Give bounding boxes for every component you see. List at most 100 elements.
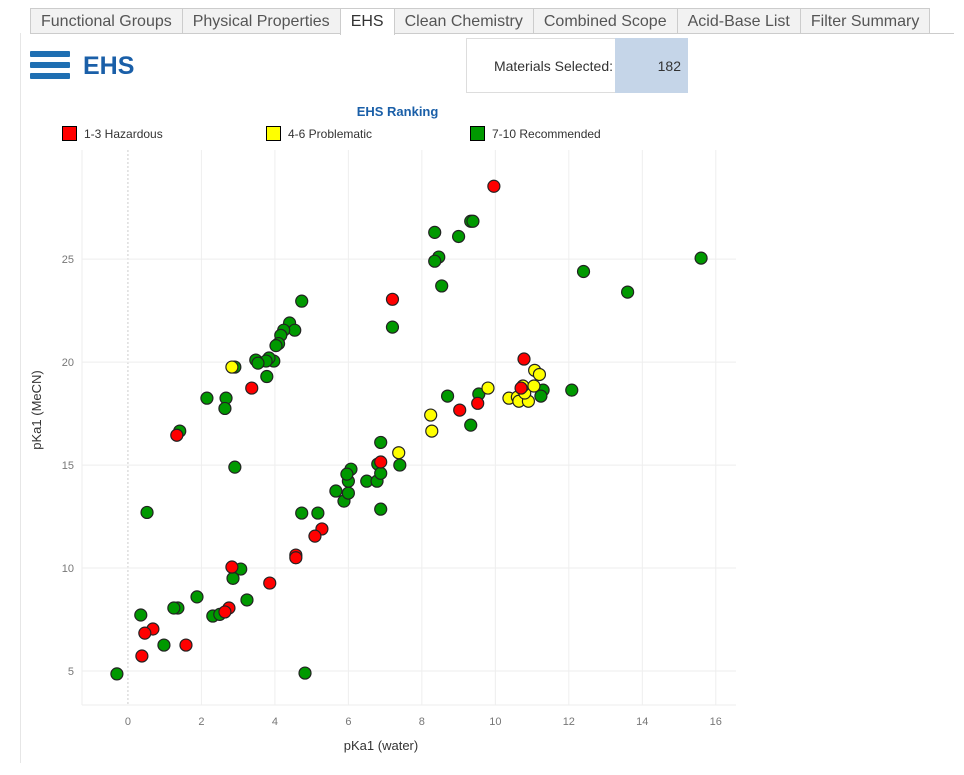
data-point[interactable]: [393, 458, 407, 472]
tab-physical-properties[interactable]: Physical Properties: [181, 8, 341, 33]
data-point[interactable]: [251, 356, 265, 370]
data-point[interactable]: [576, 264, 591, 279]
legend-item-recommended[interactable]: 7-10 Recommended: [470, 126, 601, 141]
x-tick-label: 12: [563, 716, 575, 728]
x-tick-label: 16: [710, 716, 722, 728]
data-point[interactable]: [517, 352, 531, 366]
data-point[interactable]: [534, 389, 548, 403]
data-point[interactable]: [374, 455, 388, 469]
hamburger-menu-icon[interactable]: [30, 51, 70, 81]
data-point[interactable]: [140, 505, 154, 520]
data-point[interactable]: [514, 381, 528, 395]
materials-selected-label: Materials Selected:: [466, 38, 615, 93]
data-point[interactable]: [228, 460, 242, 474]
data-point[interactable]: [157, 638, 171, 652]
panel-border: [20, 33, 21, 763]
data-point[interactable]: [167, 601, 181, 615]
data-point[interactable]: [225, 560, 239, 574]
tab-combined-scope[interactable]: Combined Scope: [532, 8, 678, 33]
legend-swatch-yellow: [266, 126, 281, 141]
data-point[interactable]: [487, 179, 501, 193]
data-point[interactable]: [295, 506, 309, 520]
data-point[interactable]: [170, 428, 184, 442]
data-point[interactable]: [694, 251, 708, 265]
data-point[interactable]: [269, 339, 283, 353]
data-point[interactable]: [424, 408, 438, 422]
data-point[interactable]: [428, 225, 442, 239]
data-point[interactable]: [288, 323, 302, 337]
legend-item-hazardous[interactable]: 1-3 Hazardous: [62, 126, 163, 141]
data-point[interactable]: [481, 381, 495, 395]
data-point[interactable]: [471, 396, 485, 410]
y-axis-title: pKa1 (MeCN): [29, 370, 44, 449]
data-point[interactable]: [110, 667, 124, 681]
data-point[interactable]: [466, 214, 480, 228]
data-point[interactable]: [225, 360, 239, 374]
x-tick-label: 14: [636, 716, 648, 728]
data-point[interactable]: [179, 638, 193, 652]
data-point[interactable]: [565, 383, 579, 397]
legend-item-problematic[interactable]: 4-6 Problematic: [266, 126, 372, 141]
data-point[interactable]: [392, 446, 406, 460]
legend-label: 7-10 Recommended: [492, 126, 601, 141]
data-point[interactable]: [452, 229, 466, 244]
data-point[interactable]: [295, 294, 309, 308]
data-point[interactable]: [298, 666, 312, 680]
x-axis-title: pKa1 (water): [344, 738, 418, 753]
data-point[interactable]: [135, 649, 149, 663]
data-point[interactable]: [340, 467, 354, 481]
data-point[interactable]: [374, 435, 388, 450]
data-point[interactable]: [621, 285, 635, 299]
data-point[interactable]: [532, 367, 547, 382]
x-tick-label: 8: [419, 716, 425, 728]
data-point[interactable]: [226, 571, 240, 585]
data-point[interactable]: [385, 292, 400, 306]
tab-clean-chemistry[interactable]: Clean Chemistry: [393, 8, 534, 33]
legend-swatch-green: [470, 126, 485, 141]
y-tick-label: 25: [62, 254, 74, 266]
tab-acid-base-list[interactable]: Acid-Base List: [676, 8, 801, 33]
legend-label: 4-6 Problematic: [288, 126, 373, 141]
y-tick-label: 5: [68, 666, 74, 678]
data-point[interactable]: [385, 320, 400, 334]
legend-label: 1-3 Hazardous: [84, 126, 163, 141]
legend-swatch-red: [62, 126, 77, 141]
data-point[interactable]: [311, 506, 325, 520]
y-tick-label: 10: [62, 563, 74, 575]
data-point[interactable]: [200, 391, 214, 405]
legend-title: EHS Ranking: [356, 104, 439, 119]
data-point[interactable]: [190, 590, 204, 604]
y-tick-label: 20: [62, 357, 74, 369]
page-title: EHS: [83, 52, 135, 80]
data-point[interactable]: [329, 484, 343, 498]
data-point[interactable]: [218, 605, 232, 619]
data-point[interactable]: [218, 401, 232, 416]
data-point[interactable]: [374, 466, 388, 480]
data-point[interactable]: [440, 389, 455, 403]
x-tick-label: 0: [125, 716, 131, 728]
tab-filter-summary[interactable]: Filter Summary: [799, 8, 931, 33]
x-tick-label: 2: [198, 716, 204, 728]
data-point[interactable]: [527, 379, 541, 393]
data-point[interactable]: [341, 486, 355, 500]
tab-functional-groups[interactable]: Functional Groups: [30, 8, 183, 33]
x-tick-label: 10: [489, 716, 501, 728]
tab-bar: Functional Groups Physical Properties EH…: [30, 8, 954, 35]
data-point[interactable]: [245, 381, 259, 395]
data-point[interactable]: [308, 529, 322, 543]
data-point[interactable]: [240, 593, 254, 607]
data-point[interactable]: [464, 418, 478, 432]
data-point[interactable]: [138, 626, 152, 640]
data-point[interactable]: [453, 403, 467, 417]
data-point[interactable]: [289, 551, 303, 565]
data-point[interactable]: [374, 502, 388, 516]
tab-ehs[interactable]: EHS: [339, 8, 395, 35]
data-point[interactable]: [260, 369, 274, 384]
data-point[interactable]: [428, 254, 442, 268]
data-point[interactable]: [263, 576, 277, 590]
data-point[interactable]: [425, 424, 439, 438]
data-point[interactable]: [134, 608, 148, 622]
y-tick-label: 15: [62, 460, 74, 472]
data-point[interactable]: [435, 279, 449, 293]
